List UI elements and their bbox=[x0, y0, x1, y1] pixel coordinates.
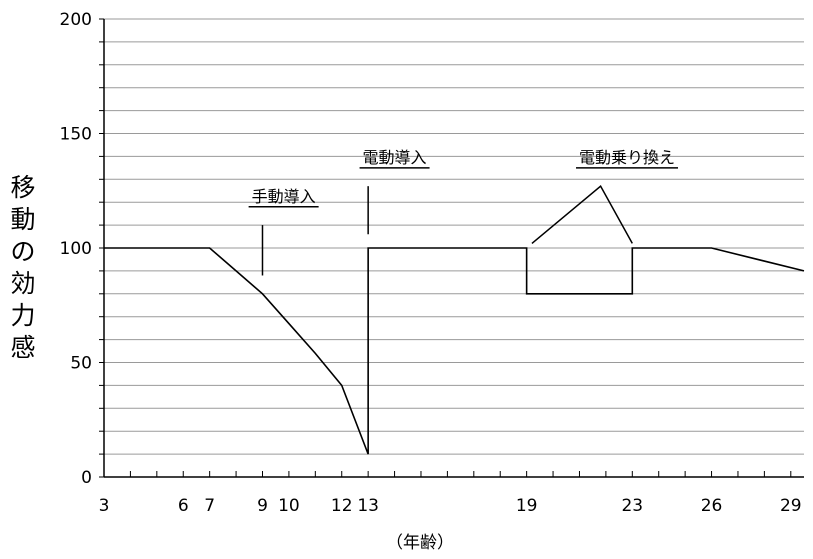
x-axis-label: （年齢） bbox=[386, 533, 454, 553]
y-label-char: 移 bbox=[10, 173, 36, 202]
y-axis-label: 移 動 の 効 力 感 bbox=[6, 172, 40, 364]
x-tick-label: 7 bbox=[204, 496, 215, 516]
y-label-char: 感 bbox=[10, 333, 36, 362]
x-axis-ticks: 3 6 7 9 10 12 13 19 23 26 29 bbox=[99, 471, 802, 516]
x-tick-label: 12 bbox=[331, 496, 353, 516]
y-label-char: 力 bbox=[10, 301, 36, 330]
y-tick-label: 100 bbox=[60, 239, 92, 259]
x-tick-label: 29 bbox=[780, 496, 802, 516]
x-tick-label: 13 bbox=[357, 496, 379, 516]
x-tick-label: 26 bbox=[701, 496, 723, 516]
annotation-pointer bbox=[531, 185, 633, 244]
annotations: 手動導入 電動導入 電動乗り換え bbox=[248, 148, 679, 276]
y-axis-ticks: 0 50 100 150 200 bbox=[60, 10, 104, 488]
x-tick-label: 10 bbox=[278, 496, 300, 516]
y-tick-label: 0 bbox=[81, 468, 92, 488]
x-tick-label: 9 bbox=[257, 496, 268, 516]
y-label-char: 効 bbox=[10, 269, 36, 298]
x-tick-label: 19 bbox=[516, 496, 538, 516]
y-tick-label: 150 bbox=[60, 125, 92, 145]
y-label-char: の bbox=[10, 237, 36, 266]
series-line bbox=[104, 247, 805, 455]
x-tick-label: 6 bbox=[178, 496, 189, 516]
y-label-char: 動 bbox=[10, 205, 36, 234]
y-tick-label: 200 bbox=[60, 10, 92, 30]
series-group bbox=[104, 247, 805, 455]
grid-lines bbox=[104, 18, 804, 455]
annotation-label: 電動導入 bbox=[363, 148, 427, 167]
x-tick-label: 23 bbox=[621, 496, 643, 516]
y-tick-label: 50 bbox=[70, 354, 92, 374]
x-tick-label: 3 bbox=[99, 496, 110, 516]
annotation-label: 電動乗り換え bbox=[579, 148, 675, 167]
annotation-label: 手動導入 bbox=[252, 187, 316, 206]
